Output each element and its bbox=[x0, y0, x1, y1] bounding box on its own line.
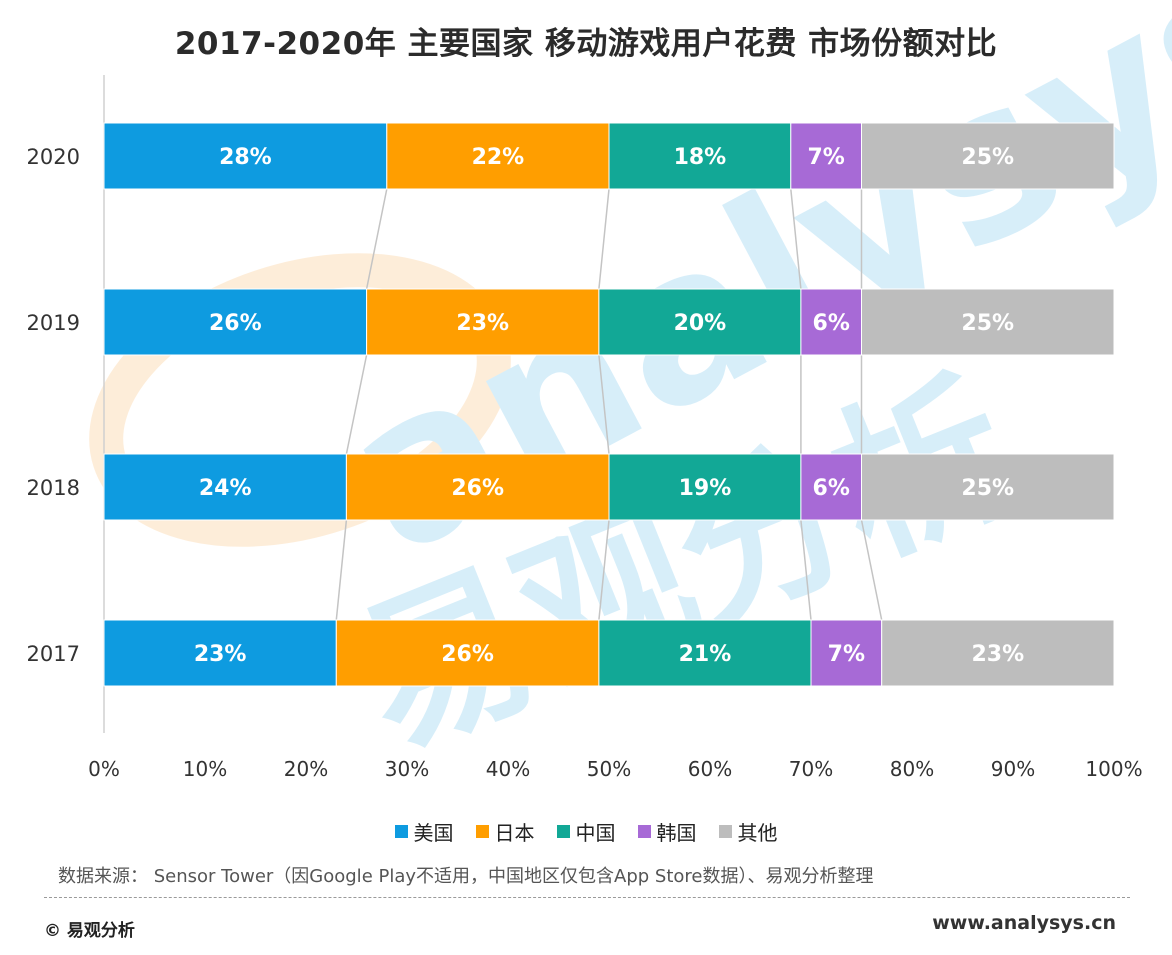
bar-segment bbox=[800, 288, 863, 356]
connector-line bbox=[598, 188, 610, 290]
bar-segment bbox=[103, 122, 388, 190]
footer-divider bbox=[44, 897, 1130, 898]
legend-label: 中国 bbox=[575, 821, 616, 845]
chart-title: 2017-2020年 主要国家 移动游戏用户花费 市场份额对比 bbox=[174, 26, 998, 62]
bar-segment bbox=[881, 619, 1115, 687]
connector-line bbox=[790, 188, 802, 290]
bar-segment bbox=[386, 122, 610, 190]
bar-segment bbox=[800, 453, 863, 521]
connector-line bbox=[345, 354, 368, 455]
x-tick-label: 60% bbox=[688, 757, 732, 781]
legend-item: 其他 bbox=[718, 817, 778, 846]
x-tick-label: 40% bbox=[486, 757, 530, 781]
legend-label: 日本 bbox=[494, 821, 535, 845]
bar-segment bbox=[335, 619, 600, 687]
data-label: 24% bbox=[199, 476, 252, 501]
x-tick-label: 10% bbox=[183, 757, 227, 781]
x-tick-label: 80% bbox=[890, 757, 934, 781]
bar-segment bbox=[103, 288, 368, 356]
connector-line bbox=[860, 519, 883, 621]
connector-line bbox=[598, 354, 610, 455]
bar-segment bbox=[608, 453, 802, 521]
data-source-note: 数据来源： Sensor Tower（因Google Play不适用，中国地区仅… bbox=[58, 866, 874, 887]
bar-segment bbox=[861, 453, 1115, 521]
legend-label: 美国 bbox=[413, 821, 454, 845]
bar-segment bbox=[790, 122, 862, 190]
bar-segment bbox=[608, 122, 792, 190]
data-label: 25% bbox=[961, 145, 1014, 170]
data-label: 22% bbox=[472, 145, 525, 170]
legend-item: 中国 bbox=[556, 817, 616, 846]
website-url: www.analysys.cn bbox=[932, 912, 1116, 934]
category-label: 2019 bbox=[27, 311, 80, 335]
connector-line bbox=[365, 188, 388, 290]
x-tick-label: 30% bbox=[385, 757, 429, 781]
x-tick-label: 0% bbox=[88, 757, 120, 781]
category-label: 2017 bbox=[27, 642, 80, 666]
copyright-text: © 易观分析 bbox=[44, 921, 135, 941]
data-label: 21% bbox=[679, 642, 732, 667]
data-label: 28% bbox=[219, 145, 272, 170]
data-label: 7% bbox=[828, 642, 865, 667]
data-label: 26% bbox=[441, 642, 494, 667]
category-label: 2020 bbox=[27, 145, 80, 169]
data-label: 23% bbox=[456, 311, 509, 336]
data-label: 25% bbox=[961, 311, 1014, 336]
legend-item: 美国 bbox=[394, 817, 454, 846]
legend-swatch bbox=[394, 825, 408, 838]
x-tick-label: 70% bbox=[789, 757, 833, 781]
connector-line bbox=[598, 519, 610, 621]
legend-swatch bbox=[718, 825, 732, 838]
legend-label: 其他 bbox=[737, 821, 778, 845]
data-label: 23% bbox=[194, 642, 247, 667]
connector-line bbox=[335, 519, 348, 621]
legend-swatch bbox=[637, 825, 651, 838]
bar-segment bbox=[861, 122, 1115, 190]
data-label: 19% bbox=[679, 476, 732, 501]
data-label: 26% bbox=[209, 311, 262, 336]
bar-segment bbox=[366, 288, 600, 356]
data-label: 25% bbox=[961, 476, 1014, 501]
legend-swatch bbox=[475, 825, 489, 838]
x-tick-label: 100% bbox=[1085, 757, 1142, 781]
bar-segment bbox=[861, 288, 1115, 356]
data-label: 6% bbox=[813, 311, 850, 336]
data-label: 23% bbox=[972, 642, 1025, 667]
legend-item: 韩国 bbox=[637, 817, 697, 846]
x-tick-label: 20% bbox=[284, 757, 328, 781]
legend-item: 日本 bbox=[475, 817, 535, 846]
legend-label: 韩国 bbox=[656, 821, 697, 845]
bar-segment bbox=[103, 619, 337, 687]
bar-segment bbox=[598, 288, 802, 356]
legend-swatch bbox=[556, 825, 570, 838]
connector-line bbox=[800, 519, 812, 621]
x-tick-label: 90% bbox=[991, 757, 1035, 781]
data-label: 20% bbox=[674, 311, 727, 336]
data-label: 6% bbox=[813, 476, 850, 501]
x-tick-label: 50% bbox=[587, 757, 631, 781]
data-label: 7% bbox=[807, 145, 844, 170]
data-label: 26% bbox=[451, 476, 504, 501]
data-label: 18% bbox=[674, 145, 727, 170]
category-label: 2018 bbox=[27, 476, 80, 500]
chart-legend: 美国 日本 中国 韩国 其他 bbox=[0, 817, 1172, 846]
bar-segment bbox=[810, 619, 883, 687]
